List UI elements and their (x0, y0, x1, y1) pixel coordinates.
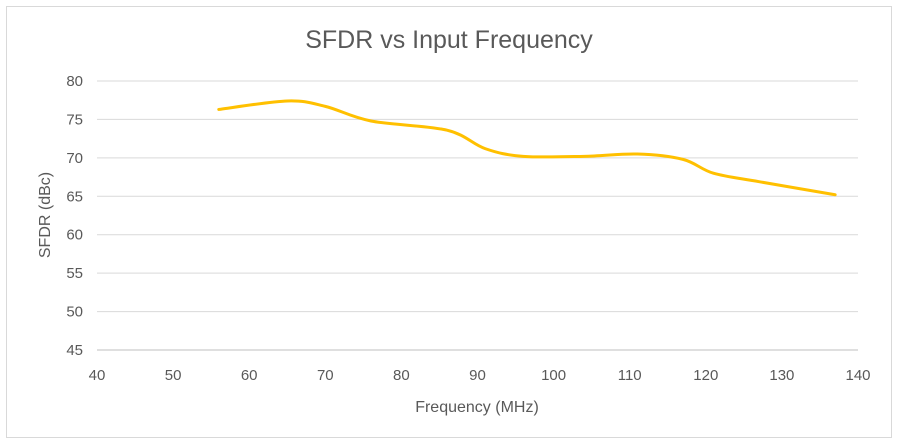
y-axis-label: SFDR (dBc) (37, 172, 54, 258)
x-tick-label: 40 (89, 367, 106, 384)
x-axis-label: Frequency (MHz) (415, 399, 539, 416)
x-tick-label: 50 (165, 367, 182, 384)
x-tick-label: 100 (541, 367, 566, 384)
y-tick-label: 55 (66, 265, 83, 282)
x-tick-label: 70 (317, 367, 334, 384)
series-layer (217, 99, 837, 197)
x-tick-label: 140 (845, 367, 870, 384)
y-tick-label: 45 (66, 342, 83, 359)
x-tick-label: 90 (469, 367, 486, 384)
x-tick-label: 110 (618, 367, 642, 384)
x-tick-label: 60 (241, 367, 258, 384)
y-tick-label: 80 (66, 73, 83, 90)
grid-lines (97, 80, 858, 313)
y-tick-label: 50 (66, 304, 83, 321)
x-tick-label: 130 (769, 367, 794, 384)
x-tick-label: 120 (693, 367, 718, 384)
chart-title: SFDR vs Input Frequency (305, 26, 593, 54)
y-tick-label: 60 (66, 227, 83, 244)
y-tick-label: 70 (66, 150, 83, 167)
series-line-0 (217, 99, 837, 197)
chart-frame (6, 6, 892, 438)
y-tick-label: 65 (66, 188, 83, 205)
y-tick-label: 75 (66, 111, 83, 128)
y-axis: 45 50 55 60 65 70 75 80 (66, 73, 83, 359)
x-tick-label: 80 (393, 367, 410, 384)
x-axis: 40 50 60 70 80 90 100 110 120 130 140 (89, 349, 871, 384)
